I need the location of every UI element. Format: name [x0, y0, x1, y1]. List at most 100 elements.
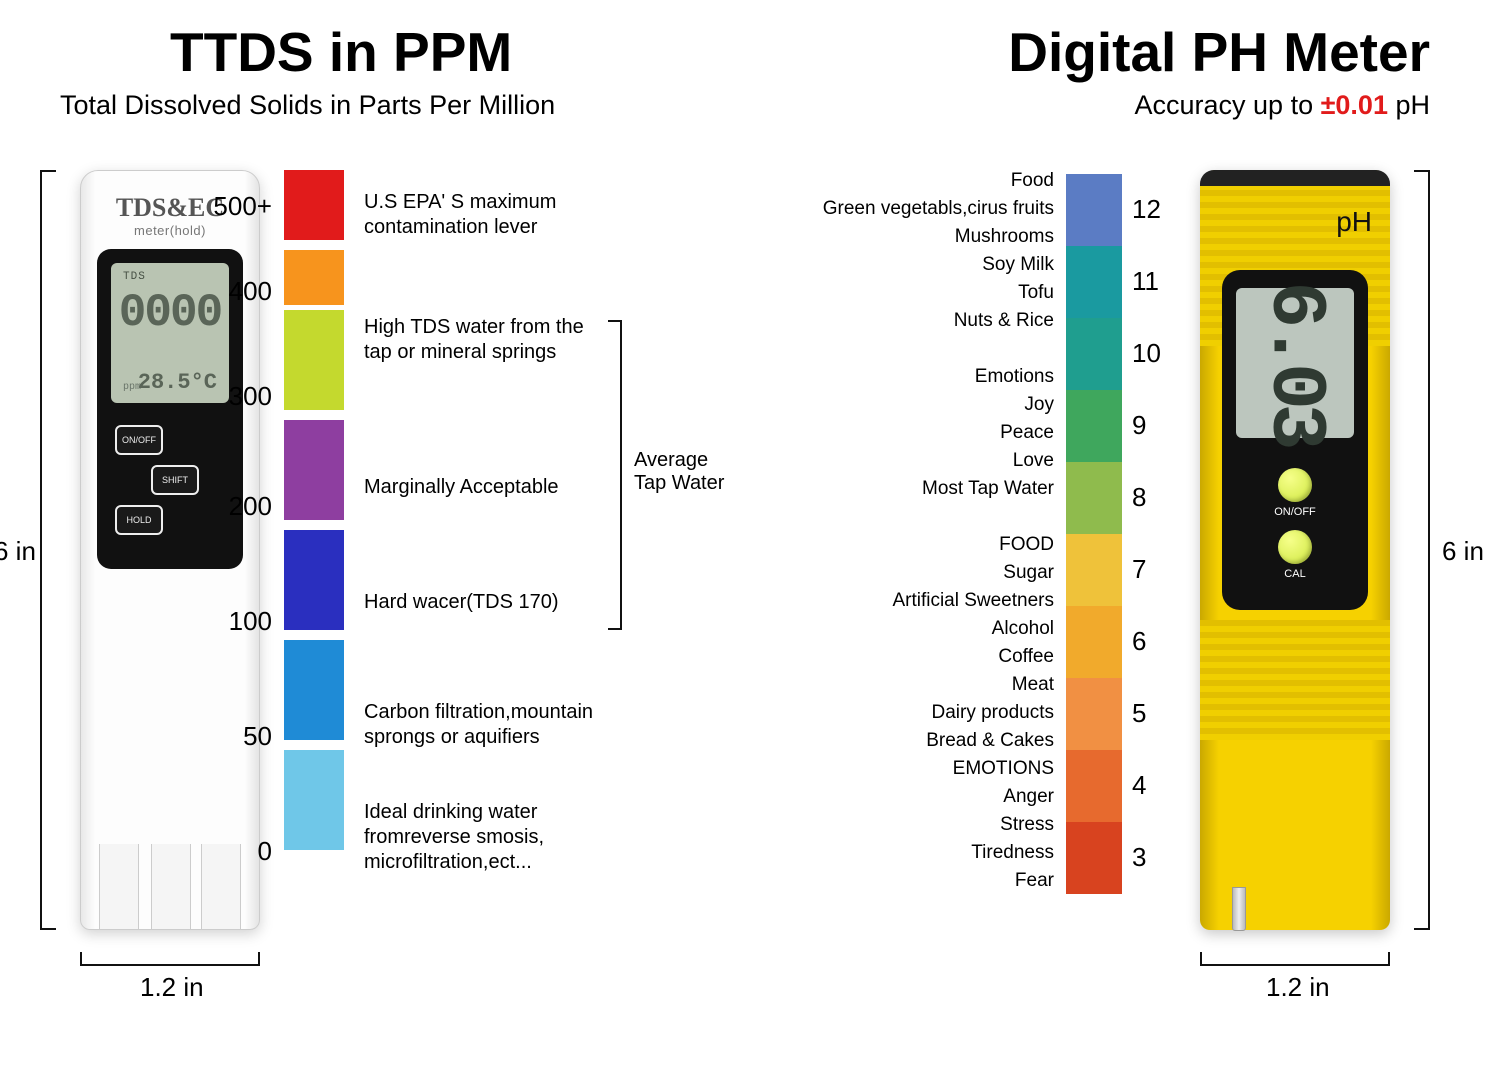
ph-scale-item: Most Tap Water: [750, 478, 1054, 500]
ph-scale-tick: 5: [1132, 698, 1146, 729]
ph-height-bracket: [1414, 170, 1430, 930]
tds-avg-label: Average Tap Water: [634, 449, 724, 495]
tds-scale-tick: 50: [202, 721, 272, 752]
tds-height-label: 6 in: [0, 536, 36, 567]
ph-title: Digital PH Meter: [1008, 20, 1430, 84]
tds-scale-swatch: [284, 750, 344, 850]
ph-scale-item: Coffee: [750, 646, 1054, 668]
ph-device-label: pH: [1336, 206, 1372, 238]
tds-title: TTDS in PPM: [170, 20, 512, 84]
ph-scale-swatch: [1066, 678, 1122, 750]
tds-height-bracket: [40, 170, 56, 930]
ph-scale-item: Nuts & Rice: [750, 310, 1054, 332]
ph-scale-swatch: [1066, 822, 1122, 894]
ph-scale-swatch: [1066, 534, 1122, 606]
ph-scale-item: Fear: [750, 870, 1054, 892]
tds-scale-desc: Marginally Acceptable: [364, 475, 594, 500]
ph-panel: Digital PH Meter Accuracy up to ±0.01 pH…: [750, 0, 1500, 1087]
ph-lcd-value: 6.03: [1251, 281, 1339, 444]
tds-scale-tick: 200: [202, 491, 272, 522]
ph-device-ridges-mid: [1200, 620, 1390, 740]
ph-scale-item: Soy Milk: [750, 254, 1054, 276]
ph-scale-swatch: [1066, 750, 1122, 822]
tds-button-onoff[interactable]: ON/OFF: [115, 425, 163, 455]
ph-scale-tick: 3: [1132, 842, 1146, 873]
ph-device: pH 6.03 ON/OFF CAL: [1200, 170, 1390, 930]
ph-scale-swatch: [1066, 246, 1122, 318]
ph-scale-item: Meat: [750, 674, 1054, 696]
ph-scale-item: Tiredness: [750, 842, 1054, 864]
ph-scale-item: Emotions: [750, 366, 1054, 388]
ph-scale-swatch: [1066, 462, 1122, 534]
ph-scale-swatch: [1066, 318, 1122, 390]
ph-scale-item: Stress: [750, 814, 1054, 836]
tds-scale-desc: High TDS water from the tap or mineral s…: [364, 315, 594, 365]
ph-subtitle: Accuracy up to ±0.01 pH: [1135, 90, 1431, 121]
tds-subtitle: Total Dissolved Solids in Parts Per Mill…: [60, 90, 555, 121]
ph-lcd: 6.03: [1236, 288, 1354, 438]
tds-scale-desc: U.S EPA' S maximum contamination lever: [364, 190, 594, 240]
ph-button-onoff-label: ON/OFF: [1274, 506, 1316, 518]
ph-scale-tick: 6: [1132, 626, 1146, 657]
ph-scale-tick: 8: [1132, 482, 1146, 513]
ph-scale-tick: 11: [1132, 266, 1159, 297]
tds-button-shift[interactable]: SHIFT: [151, 465, 199, 495]
ph-screen: 6.03 ON/OFF CAL: [1222, 270, 1368, 610]
ph-scale-item: Bread & Cakes: [750, 730, 1054, 752]
ph-accuracy-prefix: Accuracy up to: [1135, 90, 1321, 120]
tds-button-hold[interactable]: HOLD: [115, 505, 163, 535]
tds-scale-tick: 300: [202, 381, 272, 412]
ph-scale-item: Mushrooms: [750, 226, 1054, 248]
tds-scale-swatch: [284, 170, 344, 240]
tds-scale-swatch: [284, 310, 344, 410]
ph-scale-tick: 4: [1132, 770, 1146, 801]
tds-width-label: 1.2 in: [140, 972, 204, 1003]
ph-scale-swatch: [1066, 390, 1122, 462]
tds-scale-swatch: [284, 250, 344, 305]
ph-scale-item: Anger: [750, 786, 1054, 808]
ph-scale-tick: 12: [1132, 194, 1161, 225]
ph-width-label: 1.2 in: [1266, 972, 1330, 1003]
ph-scale-item: Green vegetabls,cirus fruits: [750, 198, 1054, 220]
ph-button-cal-label: CAL: [1284, 568, 1305, 580]
tds-avg-line2: Tap Water: [634, 472, 724, 495]
ph-scale-item: Food: [750, 170, 1054, 192]
tds-scale-desc: Ideal drinking water fromreverse smosis,…: [364, 800, 594, 875]
tds-width-bracket: [80, 952, 260, 966]
tds-scale-tick: 100: [202, 606, 272, 637]
tds-brand-sub: meter(hold): [81, 223, 259, 238]
ph-button-onoff[interactable]: [1278, 468, 1312, 502]
ph-scale-tick: 7: [1132, 554, 1146, 585]
ph-scale-item: Love: [750, 450, 1054, 472]
tds-avg-line1: Average: [634, 449, 724, 472]
tds-panel: TTDS in PPM Total Dissolved Solids in Pa…: [0, 0, 750, 1087]
tds-scale-tick: 0: [202, 836, 272, 867]
tds-scale-swatch: [284, 420, 344, 520]
ph-device-cap: [1200, 170, 1390, 186]
ph-scale-item: Sugar: [750, 562, 1054, 584]
ph-accuracy-suffix: pH: [1388, 90, 1430, 120]
tds-scale-swatch: [284, 640, 344, 740]
ph-width-bracket: [1200, 952, 1390, 966]
tds-scale-desc: Carbon filtration,mountain sprongs or aq…: [364, 700, 594, 750]
ph-scale-item: Dairy products: [750, 702, 1054, 724]
ph-button-cal[interactable]: [1278, 530, 1312, 564]
ph-accuracy-value: ±0.01: [1321, 90, 1388, 120]
ph-device-lower: [1226, 740, 1364, 930]
ph-scale-item: Tofu: [750, 282, 1054, 304]
ph-probe-tip: [1232, 887, 1246, 931]
tds-scale-desc: Hard wacer(TDS 170): [364, 590, 594, 615]
tds-scale-swatch: [284, 530, 344, 630]
ph-scale-item: Joy: [750, 394, 1054, 416]
ph-scale-item: Artificial Sweetners: [750, 590, 1054, 612]
ph-scale-tick: 10: [1132, 338, 1161, 369]
tds-scale-tick: 400: [202, 276, 272, 307]
ph-scale-item: EMOTIONS: [750, 758, 1054, 780]
ph-height-label: 6 in: [1442, 536, 1484, 567]
tds-avg-bracket: [608, 320, 622, 630]
ph-scale-swatch: [1066, 606, 1122, 678]
tds-scale-tick: 500+: [202, 191, 272, 222]
ph-scale-swatch: [1066, 174, 1122, 246]
ph-scale-item: FOOD: [750, 534, 1054, 556]
ph-scale-item: Peace: [750, 422, 1054, 444]
